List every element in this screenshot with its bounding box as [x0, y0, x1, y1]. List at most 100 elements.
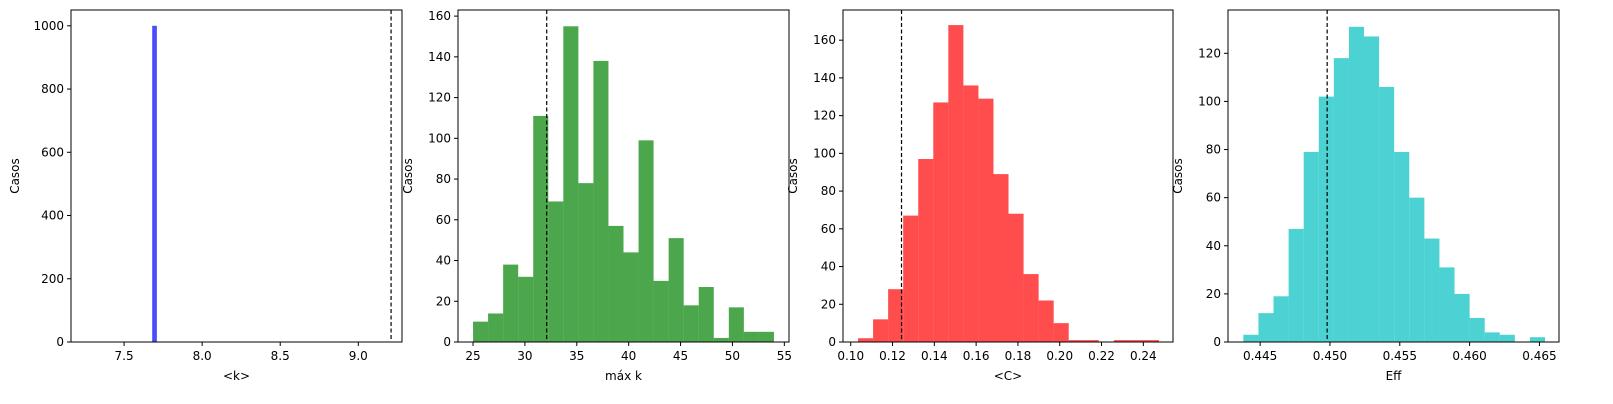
histogram-bar — [978, 98, 994, 342]
histogram-bar — [1318, 96, 1334, 342]
y-tick-label: 40 — [1206, 239, 1221, 253]
histogram-bar — [1364, 36, 1380, 343]
y-tick-label: 60 — [436, 213, 451, 227]
histogram-bar — [1484, 332, 1500, 342]
histogram-bar — [888, 289, 904, 342]
histogram-panel-4: 0.445 0.450 0.455 0.460 0.465 0 20 40 60 80 100 120… — [1171, 9, 1560, 383]
histogram-bar — [152, 25, 157, 343]
histogram-bar — [1454, 293, 1470, 342]
histogram-bar — [533, 115, 549, 342]
y-tick-label: 100 — [428, 131, 451, 145]
histogram-bar — [1424, 238, 1440, 342]
y-tick-label: 120 — [813, 109, 836, 123]
histogram-bar — [593, 60, 609, 343]
axes-frame — [1227, 9, 1560, 343]
histogram-bar — [1243, 334, 1259, 342]
x-tick-label: 0.20 — [1046, 349, 1073, 363]
x-tick-label: 0.18 — [1005, 349, 1032, 363]
histogram-bar — [948, 25, 964, 343]
histogram-bar — [1379, 86, 1395, 343]
x-tick-label: 0.445 — [1243, 349, 1277, 363]
x-tick-label: 50 — [725, 349, 740, 363]
histogram-bar — [963, 85, 979, 342]
y-tick-label: 20 — [1206, 287, 1221, 301]
histogram-bar — [713, 337, 729, 342]
histogram-bar — [668, 238, 684, 342]
x-tick-label: 55 — [777, 349, 792, 363]
x-tick-label: 0.460 — [1452, 349, 1486, 363]
y-tick-label: 0 — [56, 335, 64, 349]
histogram-bar — [683, 305, 699, 342]
histogram-bar — [873, 319, 889, 342]
y-tick-label: 60 — [821, 222, 836, 236]
y-tick-label: 60 — [1206, 191, 1221, 205]
x-tick-label: 7.5 — [115, 349, 134, 363]
y-tick-label: 80 — [821, 184, 836, 198]
histogram-bar — [1038, 300, 1054, 342]
x-tick-label: 0.22 — [1088, 349, 1115, 363]
histogram-bar — [1303, 151, 1319, 342]
y-tick-label: 20 — [436, 294, 451, 308]
histogram-bar — [1083, 340, 1099, 342]
histogram-bar — [1113, 340, 1129, 342]
histogram-bar — [1258, 313, 1274, 342]
histogram-bar — [1008, 213, 1024, 342]
x-tick-label: 0.450 — [1313, 349, 1347, 363]
histogram-bar — [698, 287, 714, 342]
y-axis-label: Casos — [1171, 158, 1185, 194]
histogram-bar — [1143, 340, 1159, 342]
x-tick-label: 9.0 — [349, 349, 368, 363]
y-tick-label: 120 — [428, 91, 451, 105]
histogram-bar — [503, 264, 519, 342]
axes-frame — [457, 9, 790, 343]
histogram-bar — [473, 321, 489, 342]
histogram-bar — [1499, 334, 1515, 342]
y-tick-label: 160 — [428, 9, 451, 23]
x-tick-label: 8.0 — [193, 349, 212, 363]
histogram-bar — [623, 252, 639, 342]
x-tick-label: 0.465 — [1522, 349, 1556, 363]
histogram-bar — [518, 276, 534, 342]
histogram-panel-1: 7.5 8.0 8.5 9.0 0 200 400 600 800 1000 <k> Casos — [8, 9, 403, 383]
y-tick-label: 0 — [828, 335, 836, 349]
histogram-bar — [638, 140, 654, 342]
y-tick-label: 100 — [813, 146, 836, 160]
histogram-bar — [563, 26, 579, 342]
x-tick-label: 0.16 — [963, 349, 990, 363]
x-tick-label: 0.455 — [1383, 349, 1417, 363]
x-tick-label: 0.12 — [879, 349, 906, 363]
y-tick-label: 0 — [1213, 335, 1221, 349]
x-tick-label: 35 — [569, 349, 584, 363]
histogram-bar — [1333, 58, 1349, 343]
histogram-bar — [653, 280, 669, 342]
histogram-bar — [578, 183, 594, 342]
histogram-panel-3: 0.10 0.12 0.14 0.16 0.18 0.20 0.22 0.24 0 20 40 60 8… — [786, 9, 1174, 383]
histogram-bar — [1128, 340, 1144, 342]
histogram-bar — [1394, 151, 1410, 342]
axes-frame — [70, 9, 403, 343]
histogram-bar — [1439, 267, 1455, 342]
y-axis-label: Casos — [786, 158, 800, 194]
x-tick-label: 25 — [465, 349, 480, 363]
histogram-bar — [488, 313, 504, 342]
x-tick-label: 45 — [673, 349, 688, 363]
x-axis-label: Eff — [1386, 369, 1403, 383]
y-axis-label: Casos — [8, 158, 22, 194]
y-tick-label: 20 — [821, 297, 836, 311]
histogram-bar — [1409, 197, 1425, 342]
histogram-bar — [728, 307, 744, 342]
y-tick-label: 40 — [436, 254, 451, 268]
y-tick-label: 800 — [41, 82, 64, 96]
histogram-bar — [903, 215, 919, 342]
y-tick-label: 160 — [813, 33, 836, 47]
y-tick-label: 100 — [1198, 94, 1221, 108]
x-tick-label: 8.5 — [271, 349, 290, 363]
x-tick-label: 0.14 — [921, 349, 948, 363]
x-tick-label: 40 — [621, 349, 636, 363]
y-tick-label: 120 — [1198, 46, 1221, 60]
x-axis-label: <C> — [994, 369, 1023, 383]
histogram-panel-2: 25 30 35 40 45 50 55 0 20 40 60 80 100 120 140 160 máx k… — [401, 9, 792, 383]
histogram-bar — [608, 225, 624, 342]
y-tick-label: 400 — [41, 209, 64, 223]
